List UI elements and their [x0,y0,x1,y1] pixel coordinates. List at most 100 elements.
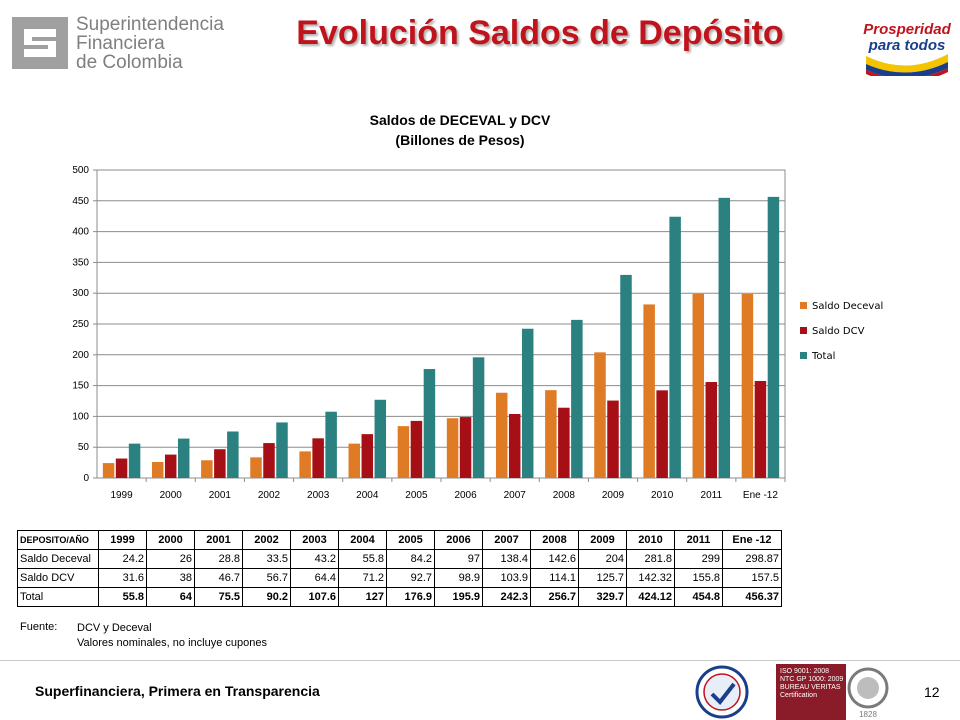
bar-saldo-deceval [741,293,754,478]
bar-saldo-dcv [705,382,718,478]
table-cell: 33.5 [242,549,291,569]
table-cell: 281.8 [626,549,675,569]
legend-swatch [800,302,807,309]
bar-total [423,369,436,478]
bar-saldo-deceval [348,443,361,478]
table-cell: 43.2 [290,549,339,569]
y-tick-label: 100 [72,411,89,422]
bar-saldo-deceval [250,457,262,478]
y-tick-label: 400 [72,227,89,238]
org-name-line1: Superintendencia [76,13,224,35]
table-cell: 84.2 [386,549,435,569]
bar-saldo-dcv [361,434,374,478]
y-tick-label: 200 [72,350,89,361]
cert-line1: ISO 9001: 2008 [780,668,830,675]
bar-saldo-deceval [495,392,508,478]
bar-saldo-dcv [459,417,472,478]
table-cell: 107.6 [290,587,339,607]
table-cell: 98.9 [434,568,483,588]
legend-label: Saldo DCV [812,326,865,337]
bar-saldo-deceval [201,460,213,478]
table-cell: 2006 [434,530,483,550]
table-cell: 97 [434,549,483,569]
table-cell: 55.8 [338,549,387,569]
table-row: Saldo Deceval 24.2 26 28.8 33.5 43.2 55.8 84.2 9… [17,549,782,569]
bar-total [325,411,337,478]
cert-line4: Certification [780,692,817,699]
bar-total [227,431,239,478]
bar-saldo-dcv [410,420,423,478]
bar-saldo-deceval [594,352,606,478]
table-row: Total 55.8 64 75.5 90.2 107.6 127 176.9 195.9 242… [17,587,782,607]
bar-total [374,399,387,478]
table-cell: 299 [674,549,723,569]
bar-saldo-dcv [115,458,128,478]
table-cell: 256.7 [530,587,579,607]
data-table: DEPOSITO/AÑO 1999 2000 2001 2002 2003 2004 2005… [17,530,782,607]
org-name-line3: de Colombia [76,51,183,73]
table-cell: 157.5 [722,568,782,588]
table-cell: 125.7 [578,568,627,588]
table-cell: 64.4 [290,568,339,588]
legend-swatch [800,352,807,359]
y-tick-label: 350 [72,257,89,268]
bar-saldo-dcv [754,380,767,478]
table-header-row: DEPOSITO/AÑO 1999 2000 2001 2002 2003 2004 2005… [17,530,782,550]
bar-saldo-dcv [312,438,324,478]
prosperidad-logo: Prosperidad para todos [863,21,952,76]
table-cell: 2009 [578,530,627,550]
table-cell: 56.7 [242,568,291,588]
table-cell: 2004 [338,530,387,550]
table-cell: 31.6 [98,568,147,588]
chart-title: Saldos de DECEVAL y DCV (Billones de Pes… [300,110,620,150]
bv-year: 1828 [859,710,877,719]
y-tick-label: 300 [72,288,89,299]
table-cell: 90.2 [242,587,291,607]
bar-saldo-dcv [558,407,570,478]
org-logo-mark-icon [12,17,68,69]
table-cell: 38 [146,568,195,588]
table-cell: 456.37 [722,587,782,607]
cert-line3: BUREAU VERITAS [780,684,841,691]
x-tick-label: 2004 [356,490,379,501]
table-cell: 298.87 [722,549,782,569]
table-cell: 142.6 [530,549,579,569]
bar-saldo-deceval [643,304,655,478]
bar-total [669,216,681,479]
chart-title-line2: (Billones de Pesos) [395,132,525,148]
bar-saldo-deceval [545,390,557,478]
bar-total [767,196,780,478]
y-tick-label: 50 [78,442,90,453]
table-cell: 127 [338,587,387,607]
table-cell: 2007 [482,530,531,550]
bar-saldo-dcv [164,454,177,478]
org-logo: Superintendencia Financiera de Colombia [10,12,230,74]
table-cell: Ene -12 [722,530,782,550]
footer-divider [0,660,960,661]
bar-saldo-deceval [102,463,115,478]
source-label: Fuente: [20,621,58,633]
table-cell: 138.4 [482,549,531,569]
y-tick-label: 0 [83,473,89,484]
bar-saldo-deceval [299,451,311,478]
table-cell: 2010 [626,530,675,550]
bar-total [177,438,190,478]
page-title: Evolución Saldos de Depósito [296,14,784,52]
table-cell: 2000 [146,530,195,550]
table-cell: 204 [578,549,627,569]
table-cell: 28.8 [194,549,243,569]
table-cell: 176.9 [386,587,435,607]
table-cell: 454.8 [674,587,723,607]
cert-line2: NTC GP 1000: 2009 [780,676,844,683]
x-tick-label: 2000 [160,490,183,501]
table-row: Saldo DCV 31.6 38 46.7 56.7 64.4 71.2 92.7 98.9 1… [17,568,782,588]
bar-saldo-dcv [263,443,275,478]
org-name-line2: Financiera [76,32,165,54]
source-line1: DCV y Deceval [77,622,152,634]
government-seal-icon [695,665,749,719]
y-tick-label: 250 [72,319,89,330]
bar-saldo-deceval [397,426,410,478]
legend-swatch [800,327,807,334]
bar-total [718,197,731,478]
x-tick-label: 2001 [209,490,232,501]
